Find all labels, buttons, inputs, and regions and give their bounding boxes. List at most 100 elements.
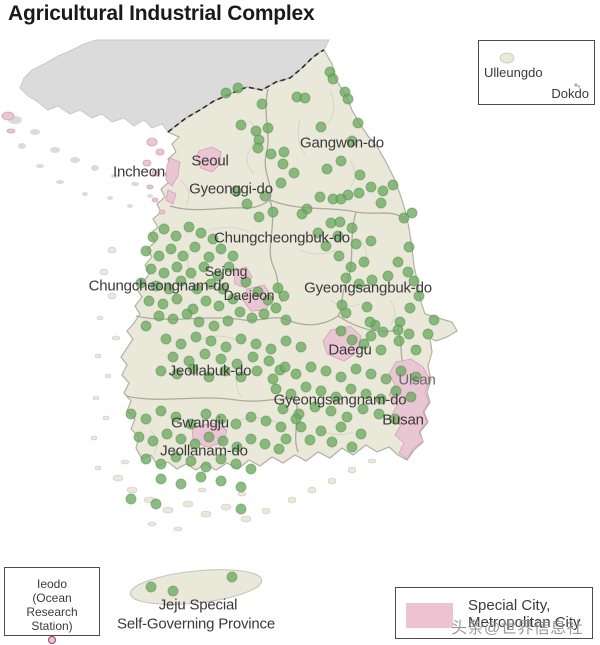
special-city-line2: Metropolitan City — [468, 614, 581, 631]
complex-dot — [157, 298, 169, 310]
complex-dot — [207, 233, 219, 245]
dmz-line — [167, 49, 325, 133]
complex-dot — [240, 276, 252, 288]
complex-dot — [189, 241, 201, 253]
complex-dot — [217, 435, 229, 447]
complex-dot — [290, 413, 302, 425]
complex-dot — [393, 335, 405, 347]
complex-dot — [346, 222, 358, 234]
complex-dot — [402, 266, 414, 278]
complex-dot — [300, 381, 312, 393]
complex-dot — [408, 275, 420, 287]
complex-dot — [312, 227, 324, 239]
complex-dot — [153, 310, 165, 322]
complex-dot — [232, 82, 244, 94]
complex-dot — [392, 256, 404, 268]
complex-dot — [422, 328, 434, 340]
complex-dot — [280, 335, 292, 347]
complex-dot — [230, 458, 242, 470]
complex-dot — [263, 355, 275, 367]
complex-dot — [133, 431, 145, 443]
complex-dot — [405, 391, 417, 403]
dokdo-label: Dokdo — [551, 86, 589, 101]
complex-dot — [315, 385, 327, 397]
complex-dot — [190, 331, 202, 343]
complex-dot — [155, 405, 167, 417]
complex-dot — [410, 371, 422, 383]
complex-dot — [208, 320, 220, 332]
complex-dot — [147, 435, 159, 447]
complex-dot — [235, 481, 247, 493]
complex-dot — [305, 361, 317, 373]
complex-dot — [219, 365, 231, 377]
complex-dot — [191, 283, 203, 295]
complex-dot — [234, 306, 246, 318]
complex-dot — [361, 301, 373, 313]
complex-dot — [398, 212, 410, 224]
complex-dot — [357, 403, 369, 415]
complex-dot — [230, 418, 242, 430]
complex-dot — [346, 334, 358, 346]
complex-dot — [222, 315, 234, 327]
complex-dot — [262, 122, 274, 134]
complex-dot — [288, 167, 300, 179]
complex-dot — [387, 179, 399, 191]
complex-dot — [296, 208, 308, 220]
ulleungdo-label: Ulleungdo — [484, 65, 543, 80]
complex-dot — [145, 581, 157, 593]
ieodo-label-line2: (Ocean Research — [26, 591, 78, 619]
region-ulsan-busan — [388, 358, 431, 460]
page-title: Agricultural Industrial Complex — [8, 2, 315, 25]
northwest-gray-islands — [8, 116, 153, 208]
complex-dot — [205, 278, 217, 290]
complex-dot — [235, 333, 247, 345]
complex-dot — [375, 197, 387, 209]
complex-dot — [270, 383, 282, 395]
complex-dot — [171, 261, 183, 273]
complex-dot — [171, 293, 183, 305]
complex-dot — [358, 256, 370, 268]
complex-dot — [273, 443, 285, 455]
complex-dot — [200, 461, 212, 473]
complex-dot — [375, 393, 387, 405]
ulleungdo-island — [499, 52, 515, 64]
complex-dot — [140, 453, 152, 465]
complex-dot — [256, 98, 268, 110]
complex-dot — [279, 361, 291, 373]
complex-dot — [295, 341, 307, 353]
complex-dot — [335, 193, 347, 205]
complex-dot — [158, 267, 170, 279]
complex-dot — [177, 250, 189, 262]
complex-dot — [181, 308, 193, 320]
complex-dot — [285, 388, 297, 400]
complex-dot — [251, 365, 263, 377]
region-seoul — [195, 146, 222, 173]
complex-dot — [203, 251, 215, 263]
complex-dot — [332, 230, 344, 242]
complex-dot — [320, 240, 332, 252]
complex-dot — [205, 335, 217, 347]
complex-dot — [428, 314, 440, 326]
complex-dot — [334, 216, 346, 228]
complex-dot — [193, 316, 205, 328]
complex-dot — [171, 368, 183, 380]
complex-dot — [392, 324, 404, 336]
complex-dot — [275, 177, 287, 189]
complex-dot — [170, 451, 182, 463]
complex-dot — [167, 313, 179, 325]
complex-dot — [265, 148, 277, 160]
complex-dot — [260, 415, 272, 427]
complex-dot — [413, 290, 425, 302]
complex-dot — [353, 278, 365, 290]
complex-dot — [155, 365, 167, 377]
complex-dot — [161, 428, 173, 440]
complex-dot — [377, 185, 389, 197]
complex-dot — [252, 142, 264, 154]
complex-dot — [215, 243, 227, 255]
ieodo-label-line1: Ieodo — [36, 577, 68, 591]
complex-dot — [195, 471, 207, 483]
complex-dot — [270, 302, 282, 314]
dokdo-islet — [574, 83, 578, 87]
complex-dot — [215, 475, 227, 487]
complex-dot — [404, 302, 416, 314]
